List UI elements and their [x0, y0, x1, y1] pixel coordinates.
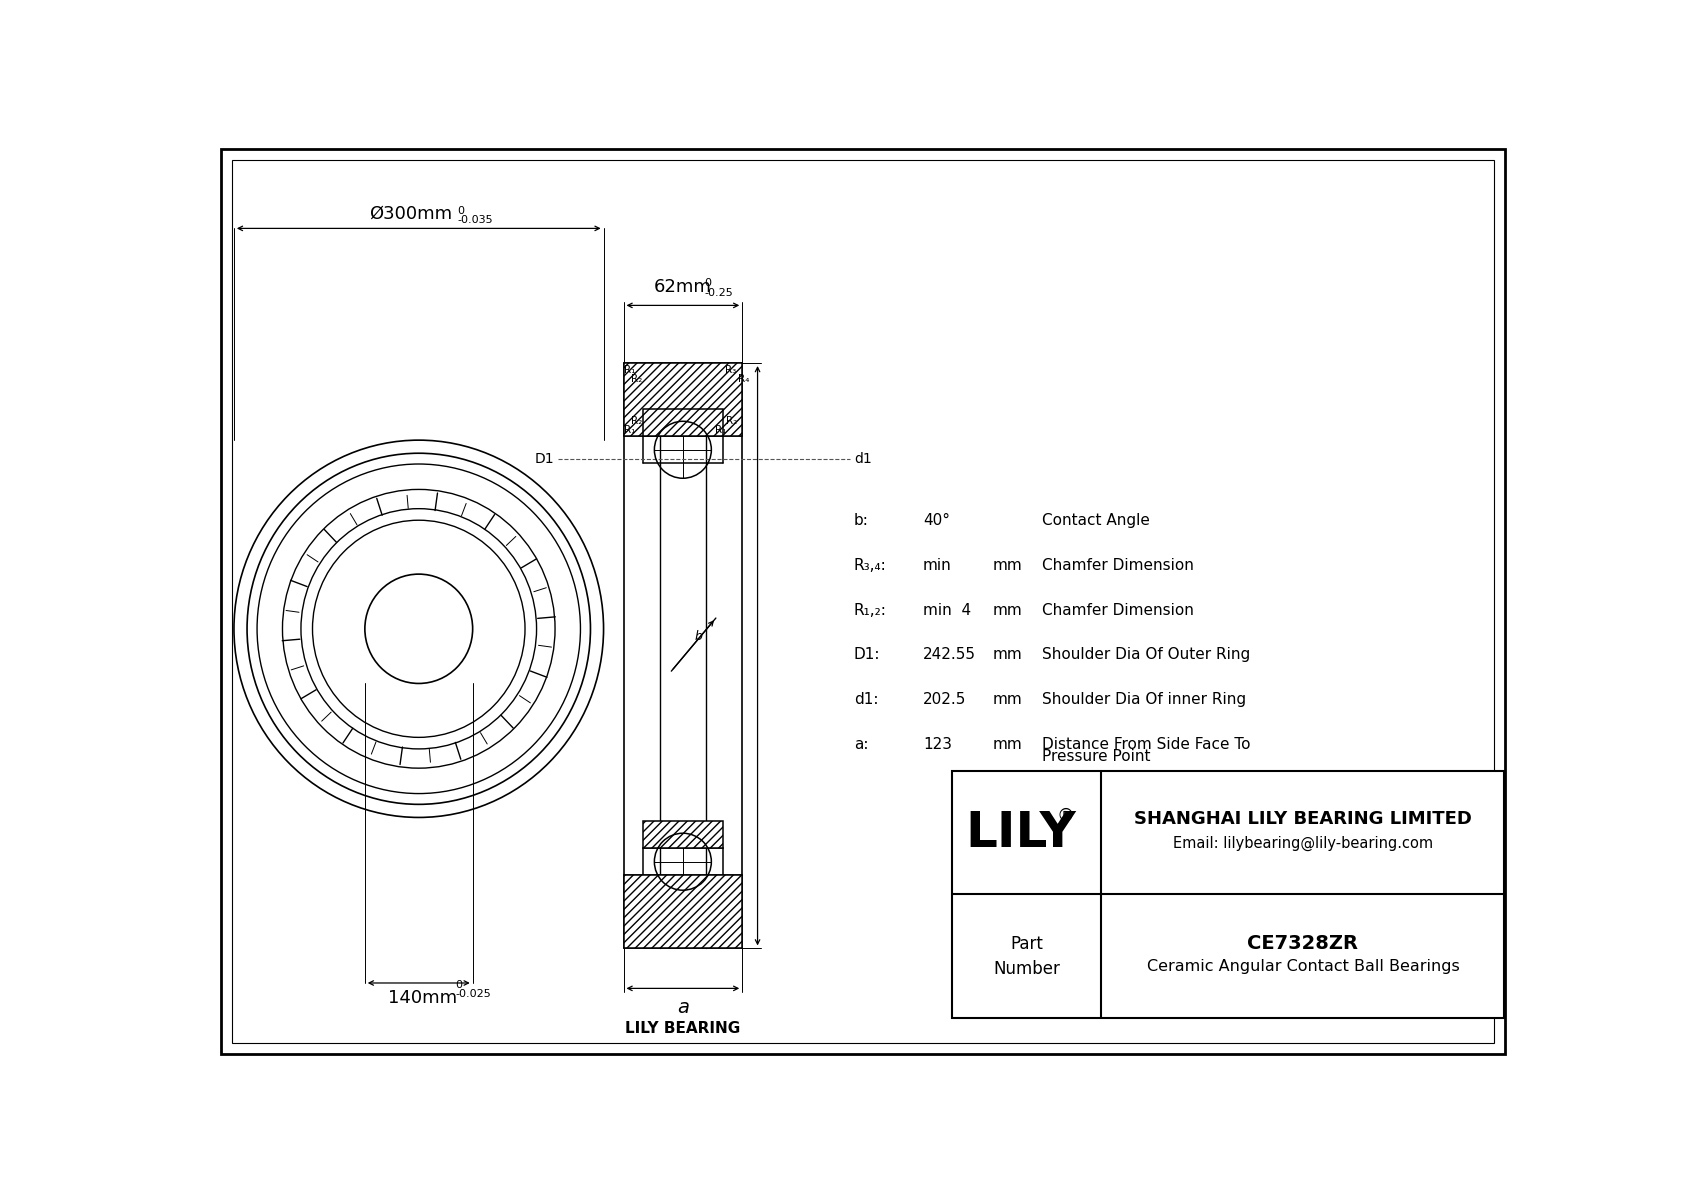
Text: mm: mm [992, 692, 1022, 707]
Text: 0: 0 [456, 980, 463, 990]
Text: d1: d1 [854, 453, 872, 467]
Text: Part
Number: Part Number [994, 935, 1061, 978]
Text: D1: D1 [534, 453, 554, 467]
Text: min: min [923, 559, 951, 573]
Circle shape [1207, 923, 1226, 942]
Text: b: b [694, 630, 702, 643]
Text: R₃,₄:: R₃,₄: [854, 559, 886, 573]
Text: b:: b: [854, 513, 869, 529]
Circle shape [1233, 886, 1251, 905]
Text: Chamfer Dimension: Chamfer Dimension [1042, 603, 1194, 618]
Text: R₁: R₁ [716, 425, 727, 435]
Text: R₁,₂:: R₁,₂: [854, 603, 887, 618]
Ellipse shape [1231, 900, 1324, 937]
Text: 40°: 40° [923, 513, 950, 529]
Text: R₃: R₃ [726, 364, 736, 375]
Text: 202.5: 202.5 [923, 692, 967, 707]
Text: Chamfer Dimension: Chamfer Dimension [1042, 559, 1194, 573]
Text: 0: 0 [704, 279, 711, 288]
Text: mm: mm [992, 603, 1022, 618]
Text: min  4: min 4 [923, 603, 972, 618]
Text: R₂: R₂ [632, 416, 643, 425]
Text: R₁: R₁ [625, 425, 637, 435]
Text: 123: 123 [923, 737, 951, 752]
Text: R₂: R₂ [726, 416, 738, 425]
Bar [643, 822, 722, 848]
Text: a:: a: [854, 737, 869, 752]
Text: mm: mm [992, 737, 1022, 752]
Bar [1174, 877, 1381, 919]
Ellipse shape [1234, 897, 1320, 929]
Text: ®: ® [1056, 806, 1074, 825]
Text: a: a [677, 998, 689, 1017]
Circle shape [1268, 883, 1287, 902]
Circle shape [1329, 923, 1347, 942]
Text: CE7328ZR: CE7328ZR [1248, 934, 1359, 953]
Text: Shoulder Dia Of Outer Ring: Shoulder Dia Of Outer Ring [1042, 648, 1251, 662]
Text: 62mm: 62mm [653, 279, 712, 297]
Bar [643, 410, 722, 436]
Text: -0.035: -0.035 [458, 216, 493, 225]
Text: mm: mm [992, 559, 1022, 573]
Text: Pressure Point: Pressure Point [1042, 749, 1150, 765]
Text: d1:: d1: [854, 692, 879, 707]
Text: LILY: LILY [965, 809, 1076, 856]
Text: R₂: R₂ [632, 374, 643, 384]
Text: 242.55: 242.55 [923, 648, 977, 662]
Circle shape [1207, 897, 1226, 915]
Circle shape [1337, 910, 1356, 928]
Text: -0.25: -0.25 [704, 288, 733, 298]
Circle shape [1303, 934, 1322, 952]
Circle shape [1233, 934, 1251, 952]
Text: LILY BEARING: LILY BEARING [625, 1021, 741, 1036]
Text: 0: 0 [458, 206, 465, 216]
Text: Ceramic Angular Contact Ball Bearings: Ceramic Angular Contact Ball Bearings [1147, 959, 1460, 974]
Text: R₁: R₁ [625, 364, 637, 375]
Circle shape [1329, 897, 1347, 915]
Text: 140mm: 140mm [387, 990, 456, 1008]
Text: R₄: R₄ [738, 374, 749, 384]
Text: Shoulder Dia Of inner Ring: Shoulder Dia Of inner Ring [1042, 692, 1246, 707]
Circle shape [1199, 910, 1218, 928]
Circle shape [1268, 937, 1287, 955]
Text: Email: lilybearing@lily-bearing.com: Email: lilybearing@lily-bearing.com [1172, 836, 1433, 852]
Bar [623, 875, 743, 948]
Text: mm: mm [992, 648, 1022, 662]
Text: Distance From Side Face To: Distance From Side Face To [1042, 737, 1251, 752]
Text: -0.025: -0.025 [456, 990, 492, 999]
Text: Ø300mm: Ø300mm [369, 204, 453, 223]
Bar [953, 772, 1504, 1017]
Text: D1:: D1: [854, 648, 881, 662]
Text: SHANGHAI LILY BEARING LIMITED: SHANGHAI LILY BEARING LIMITED [1133, 810, 1472, 828]
Ellipse shape [1174, 837, 1381, 918]
Text: Contact Angle: Contact Angle [1042, 513, 1150, 529]
Circle shape [1303, 886, 1322, 905]
Ellipse shape [1174, 879, 1381, 960]
Bar [623, 363, 743, 436]
